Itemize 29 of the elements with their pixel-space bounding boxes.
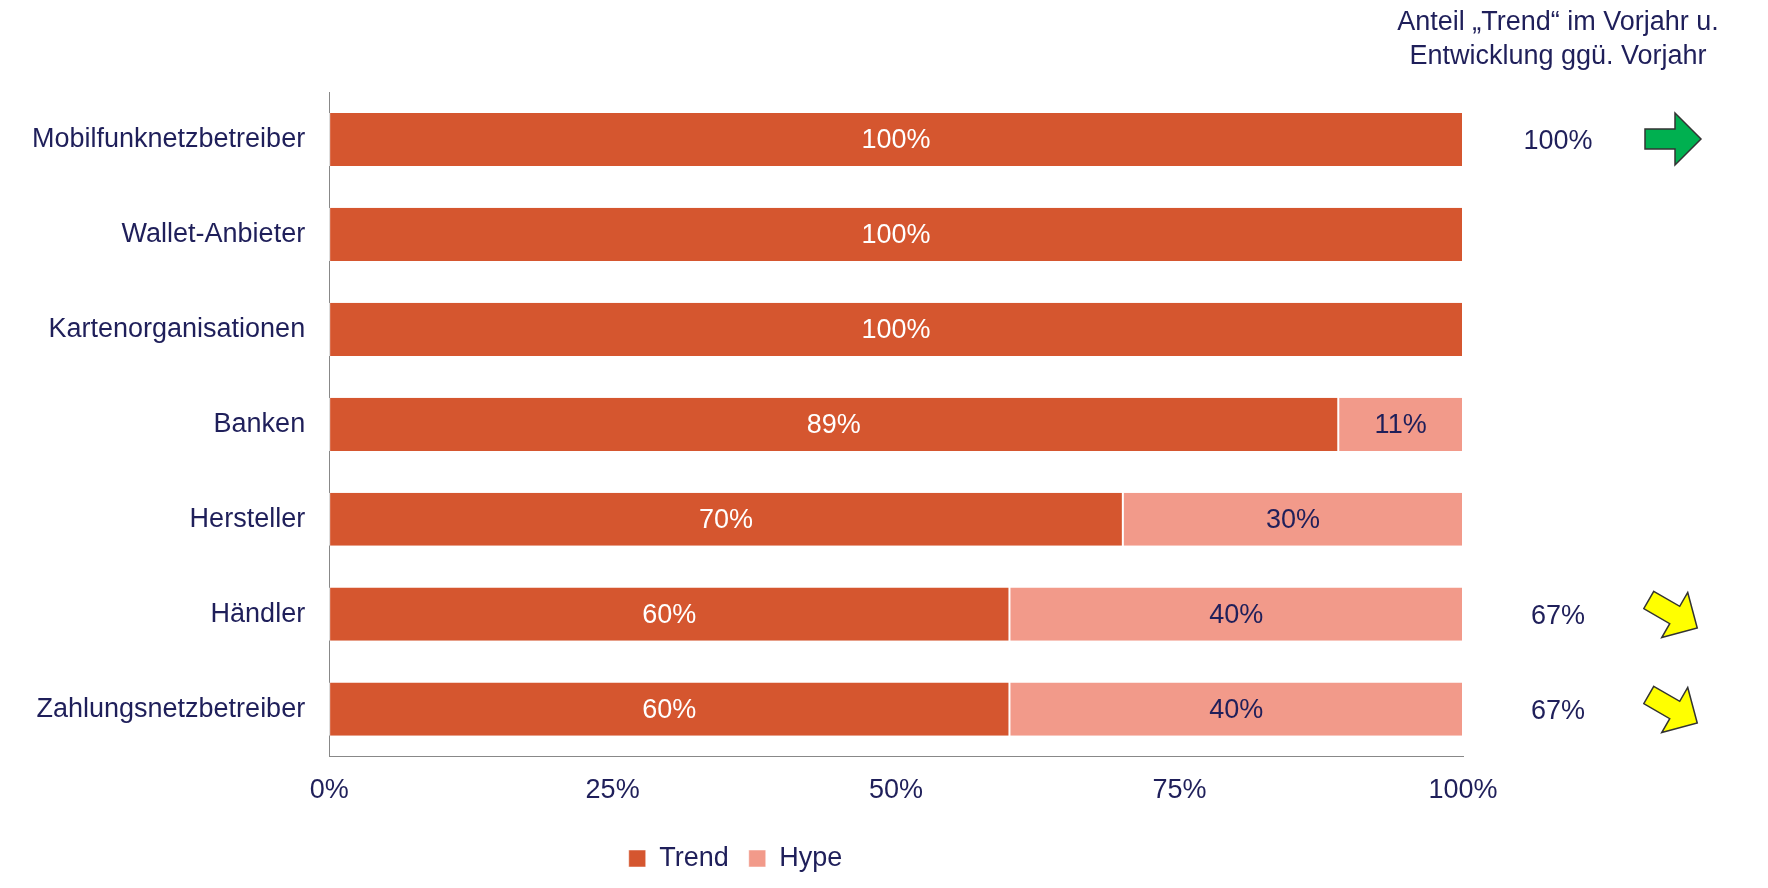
data-label: 11% [1374,408,1427,439]
data-label: 100% [861,218,931,249]
data-label: 100% [861,123,931,154]
x-tick-label: 25% [585,774,640,805]
x-tick-label: 0% [309,774,349,805]
y-tick-label: Zahlungsnetzbetreiber [36,692,306,723]
data-label: 100% [861,313,931,344]
y-tick-label: Händler [210,597,306,628]
data-label: 70% [698,503,754,534]
text: 67% [1530,599,1586,630]
x-tick-label: 100% [1428,774,1498,805]
data-label: 60% [642,693,697,724]
legend-label: Trend [659,841,729,872]
x-tick-label: 75% [1152,774,1207,805]
y-tick-label: Wallet-Anbieter [121,217,306,248]
data-label: 60% [642,598,697,629]
y-tick-label: Hersteller [189,502,306,533]
y-tick-label: Mobilfunknetzbetreiber [31,122,306,153]
text: 67% [1530,694,1586,725]
text: Anteil „Trend“ im Vorjahr u. Entwicklung ggü. Vorjahr [1396,5,1720,72]
x-tick-label: 50% [869,774,924,805]
data-label: 40% [1209,598,1264,629]
text: 100% [1523,124,1593,155]
y-tick-label: Banken [213,407,306,438]
data-label: 40% [1209,693,1264,724]
y-tick-label: Kartenorganisationen [48,312,306,343]
data-label: 30% [1265,503,1320,534]
data-label: 89% [806,408,861,439]
legend-label: Hype [779,841,843,872]
